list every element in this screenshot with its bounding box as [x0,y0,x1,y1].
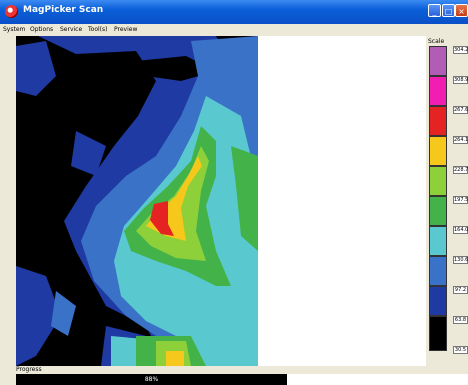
scale-swatch [429,286,447,316]
menu-tools[interactable]: Tool(s) [88,26,108,33]
scale-tick: 308.9 [453,76,468,84]
minimize-button[interactable]: _ [428,4,441,17]
close-button[interactable]: × [455,4,468,17]
menu-preview[interactable]: Preview [114,26,138,33]
scale-tick: 264.1 [453,136,468,144]
scale-tick: 63.8 [453,316,468,324]
scale-tick: 97.2 [453,286,468,294]
scale-tick: 197.5 [453,196,468,204]
scale-swatch [429,316,447,351]
progress-text: 88% [144,376,159,383]
scale-swatch [429,46,447,76]
menu-bar: System Options Service Tool(s) Preview [0,24,468,36]
menu-system[interactable]: System [3,26,26,33]
title-bar: MagPicker Scan _ □ × [0,0,468,24]
magnetic-map[interactable] [16,36,258,366]
app-icon [5,5,18,18]
scale-swatch [429,196,447,226]
scale-swatch [429,136,447,166]
scale-swatch [429,256,447,286]
scale-tick: 267.6 [453,106,468,114]
scale-swatch [429,166,447,196]
scale-swatch [429,106,447,136]
scale-tick: 30.5 [453,346,468,354]
scale-tick: 304.2 [453,46,468,54]
maximize-button[interactable]: □ [442,4,455,17]
scale-label: Scale [428,38,445,45]
scale-tick: 164.0 [453,226,468,234]
menu-service[interactable]: Service [60,26,83,33]
scale-panel: Scale 304.2 308.9 267.6 264.1 228.7 197.… [426,36,468,366]
progress-label: Progress [16,366,42,373]
scale-swatch [429,226,447,256]
menu-options[interactable]: Options [30,26,54,33]
blank-viewport [258,36,426,366]
scale-swatch [429,76,447,106]
progress-fill: 88% [16,374,287,385]
window-title: MagPicker Scan [23,5,104,15]
progress-bar: 88% [16,374,468,385]
scale-tick: 228.7 [453,166,468,174]
scale-tick: 130.6 [453,256,468,264]
